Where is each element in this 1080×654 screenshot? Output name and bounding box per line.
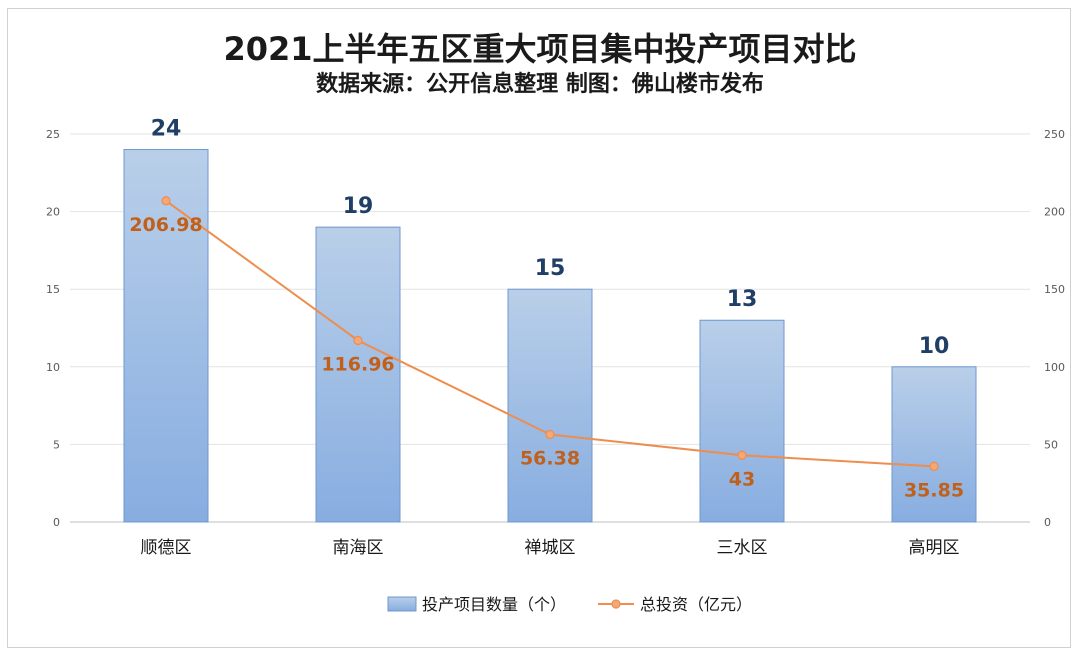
legend-bar-label: 投产项目数量（个） [422,595,566,614]
right-tick-label: 0 [1044,516,1051,529]
category-label: 顺德区 [141,538,192,558]
line-point [353,335,363,346]
bar-data-label: 13 [727,287,758,312]
left-tick-label: 15 [46,283,60,296]
legend: 投产项目数量（个） 总投资（亿元） [387,595,752,614]
line-data-label: 206.98 [129,214,202,236]
bar-data-label: 24 [151,117,182,142]
line-data-label: 116.96 [321,353,394,375]
chart-subtitle: 数据来源：公开信息整理 制图：佛山楼市发布 [316,72,764,97]
bar-data-label: 15 [535,256,566,281]
bar [315,226,401,523]
left-tick-label: 20 [46,206,60,219]
bar-data-label: 10 [919,334,950,359]
right-axis: 0 50 100 150 200 250 [1044,128,1065,529]
line-data-label: 35.85 [904,479,964,501]
line-series: 206.98 116.96 56.38 43 35.85 [129,196,964,501]
right-tick-label: 200 [1044,206,1065,219]
chart-title: 2021上半年五区重大项目集中投产项目对比 [223,30,857,68]
line-data-label: 56.38 [520,447,580,469]
left-axis: 0 5 10 15 20 25 [46,128,60,529]
bar-data-label: 19 [343,194,374,219]
bar [699,319,785,523]
line-point [161,196,171,206]
legend-line-marker [611,599,621,609]
right-tick-label: 100 [1044,361,1065,374]
right-tick-label: 250 [1044,128,1065,141]
right-tick-label: 50 [1044,438,1058,451]
category-label: 三水区 [717,538,768,558]
line-point [929,461,939,471]
bar-series: 24 19 15 13 10 [123,117,977,523]
legend-line-label: 总投资（亿元） [640,595,752,614]
right-tick-label: 150 [1044,283,1065,296]
left-tick-label: 10 [46,361,60,374]
line-data-label: 43 [729,468,755,490]
category-label: 高明区 [909,538,960,558]
left-tick-label: 25 [46,128,60,141]
legend-bar-swatch [387,596,417,612]
category-label: 南海区 [333,538,384,558]
line-point [737,450,747,460]
bar [123,149,209,523]
left-tick-label: 5 [53,438,60,451]
bar [891,366,977,523]
bar [507,288,593,523]
category-label: 禅城区 [525,538,576,558]
line-point [545,429,555,440]
category-axis: 顺德区 南海区 禅城区 三水区 高明区 [141,538,960,558]
left-tick-label: 0 [53,516,60,529]
